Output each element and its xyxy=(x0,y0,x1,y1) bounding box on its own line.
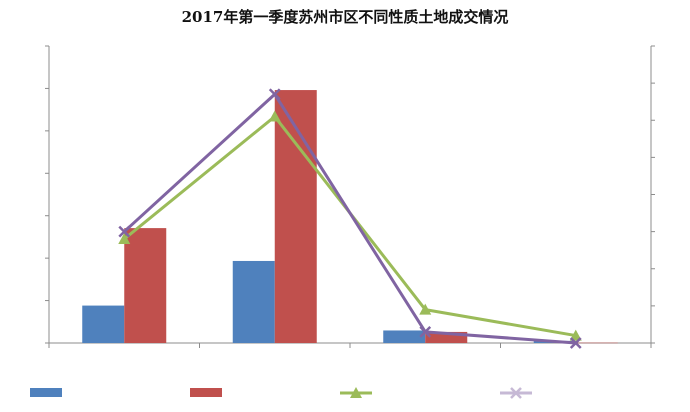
marker-amount-share xyxy=(268,88,281,101)
marker-area-share xyxy=(268,110,281,122)
line-area-share xyxy=(123,115,577,338)
bar-area xyxy=(232,260,275,343)
legend-swatch xyxy=(190,388,222,397)
bar-amount xyxy=(425,331,468,343)
marker-amount-share xyxy=(569,337,582,349)
lines-layer xyxy=(118,88,582,349)
marker-amount-share xyxy=(419,325,432,338)
legend-marker-triangle xyxy=(350,387,362,398)
brand-backdrop xyxy=(488,360,688,410)
bars-layer xyxy=(82,90,618,344)
marker-amount-share xyxy=(118,225,131,238)
bar-area xyxy=(383,330,426,343)
marker-area-share xyxy=(419,303,432,315)
legend xyxy=(30,387,532,399)
brand-logo xyxy=(488,360,688,410)
chart-title: 2017年第一季度苏州市区不同性质土地成交情况 xyxy=(182,8,509,26)
bar-amount xyxy=(575,342,618,344)
marker-area-share xyxy=(569,329,582,341)
bar-amount xyxy=(274,90,317,343)
line-amount-share xyxy=(123,92,576,345)
bar-area xyxy=(82,305,125,343)
marker-area-share xyxy=(118,233,131,245)
legend-swatch xyxy=(30,388,62,397)
bar-amount xyxy=(124,228,167,343)
